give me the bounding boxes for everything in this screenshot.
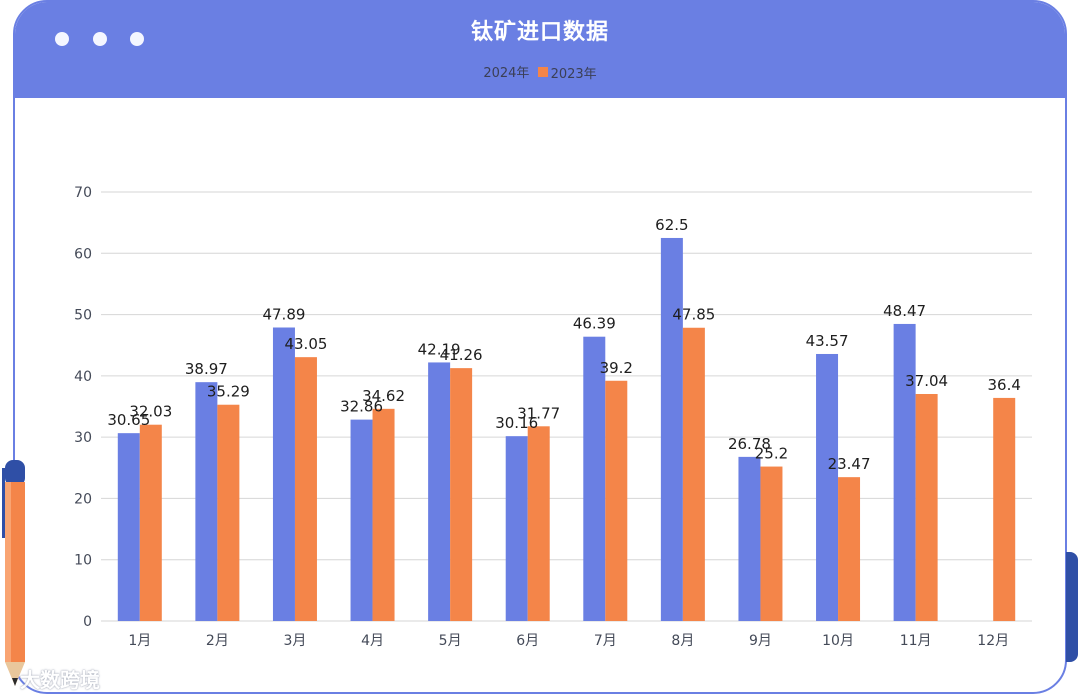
- data-label: 26.78: [728, 435, 771, 453]
- data-label: 62.5: [655, 216, 688, 234]
- data-label: 32.03: [129, 403, 172, 421]
- data-label: 38.97: [185, 360, 228, 378]
- bar-2024: [350, 419, 373, 621]
- data-label: 35.29: [207, 383, 250, 401]
- bar-2023: [450, 368, 473, 621]
- legend-label-2024: 2024年: [483, 66, 530, 81]
- bar-2023: [993, 397, 1016, 621]
- x-tick-label: 9月: [749, 633, 772, 649]
- bar-2024: [428, 362, 451, 621]
- y-tick-label: 0: [83, 614, 92, 630]
- data-label: 31.77: [517, 404, 560, 422]
- bar-2023: [527, 426, 550, 621]
- chart-legend: 2024年 2023年: [15, 62, 1065, 82]
- bar-2023: [372, 408, 395, 621]
- legend-swatch-2023: [537, 67, 548, 77]
- data-label: 25.2: [755, 445, 788, 463]
- bar-2024: [505, 436, 528, 621]
- data-label: 41.26: [440, 346, 483, 364]
- x-tick-label: 11月: [900, 633, 932, 649]
- x-tick-label: 4月: [361, 633, 384, 649]
- x-tick-label: 1月: [128, 633, 151, 649]
- bar-2024: [660, 237, 683, 621]
- bar-2023: [682, 327, 705, 621]
- bar-2023: [760, 466, 783, 621]
- window-dot-icon: [130, 32, 144, 46]
- bar-2023: [217, 404, 240, 621]
- y-tick-label: 60: [74, 246, 92, 262]
- data-label: 42.19: [418, 340, 461, 358]
- y-tick-label: 10: [74, 553, 92, 569]
- legend-item-2023[interactable]: 2023年: [537, 63, 597, 82]
- data-label: 36.4: [988, 376, 1021, 394]
- data-label: 30.16: [495, 414, 538, 432]
- data-label: 23.47: [828, 455, 871, 473]
- bar-2024: [816, 353, 839, 621]
- bar-2023: [294, 357, 317, 621]
- x-tick-label: 5月: [439, 633, 462, 649]
- bar-2024: [893, 323, 916, 621]
- right-tab-decoration: [1066, 552, 1078, 662]
- y-tick-label: 50: [74, 308, 92, 324]
- bar-2023: [139, 424, 162, 621]
- legend-label-2023: 2023年: [550, 66, 597, 82]
- x-tick-label: 10月: [822, 633, 854, 649]
- bar-2024: [117, 433, 140, 621]
- legend-item-2024[interactable]: 2024年: [483, 62, 529, 81]
- x-tick-label: 8月: [671, 633, 694, 649]
- bar-2023: [838, 477, 861, 621]
- y-tick-label: 30: [74, 430, 92, 446]
- bar-2023: [915, 393, 938, 621]
- pencil-icon: [2, 460, 25, 686]
- x-tick-label: 2月: [206, 633, 229, 649]
- bar-2024: [583, 336, 606, 621]
- window-dot-icon: [55, 32, 69, 46]
- data-label: 46.39: [573, 315, 616, 333]
- data-label: 48.47: [883, 302, 926, 320]
- x-tick-label: 6月: [516, 633, 539, 649]
- x-tick-label: 3月: [283, 633, 306, 649]
- data-label: 32.86: [340, 398, 383, 416]
- data-label: 43.57: [806, 332, 849, 350]
- x-tick-label: 7月: [594, 633, 617, 649]
- y-tick-label: 20: [74, 491, 92, 507]
- y-tick-label: 70: [74, 185, 92, 201]
- data-label: 43.05: [284, 335, 327, 353]
- data-label: 47.85: [672, 306, 715, 324]
- data-label: 47.89: [262, 306, 305, 324]
- chart-title: 钛矿进口数据: [470, 20, 609, 45]
- y-tick-label: 40: [74, 369, 92, 385]
- bar-2024: [738, 456, 761, 621]
- data-label: 39.2: [600, 359, 633, 377]
- card-header: 钛矿进口数据 2024年 2023年: [15, 2, 1065, 98]
- bar-2024: [272, 327, 295, 621]
- bar-2023: [605, 380, 628, 621]
- data-label: 34.62: [362, 387, 405, 405]
- watermark-text: 大数跨境: [20, 668, 100, 692]
- data-label: 30.65: [107, 411, 150, 429]
- x-tick-label: 12月: [977, 633, 1009, 649]
- window-dot-icon: [93, 32, 107, 46]
- data-label: 37.04: [905, 372, 948, 390]
- bar-2024: [195, 382, 218, 621]
